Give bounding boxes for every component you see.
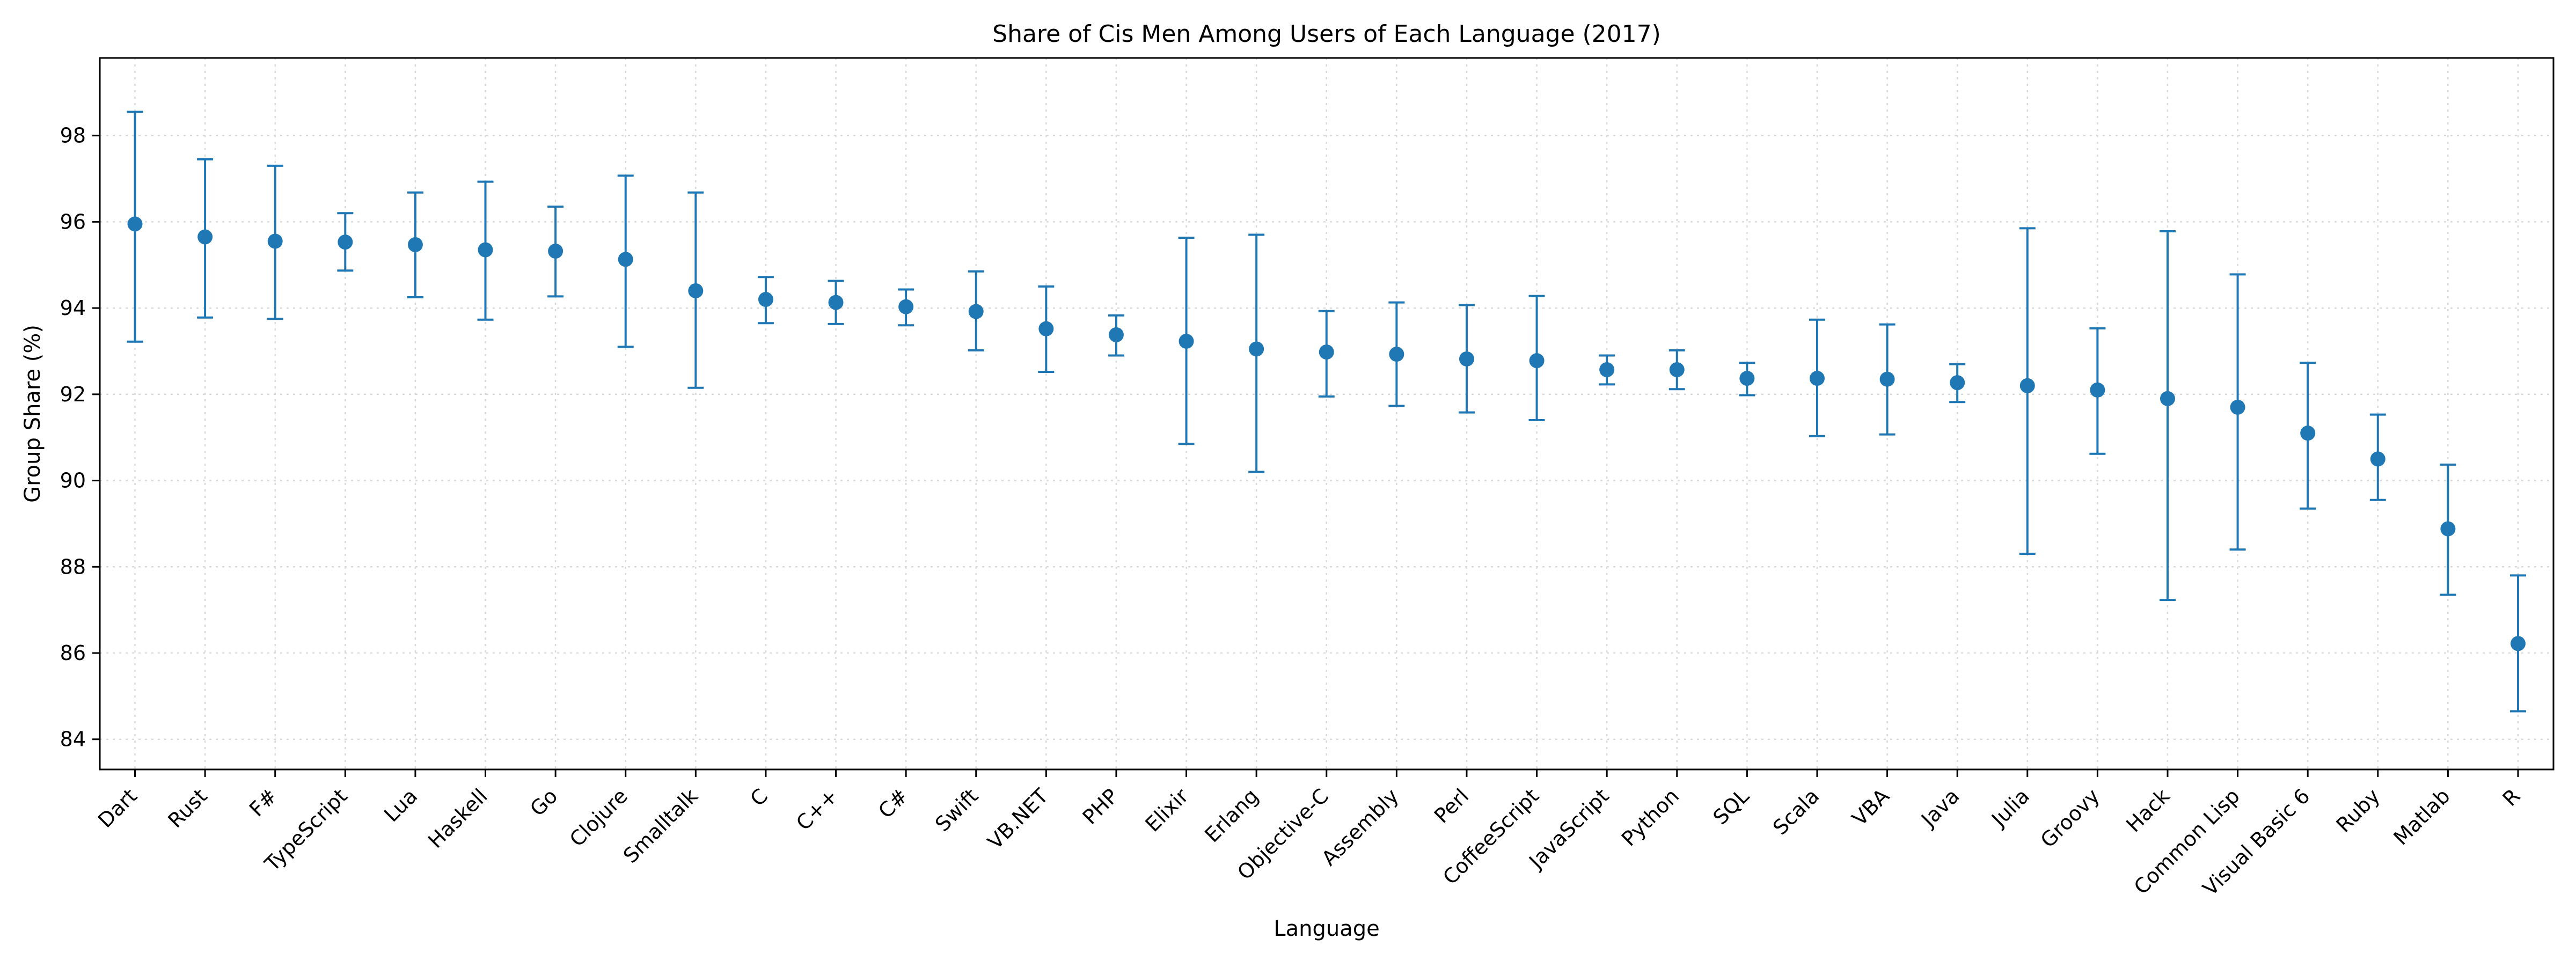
y-tick-label: 92: [60, 383, 86, 406]
data-point: [968, 304, 984, 319]
x-tick-label: Lua: [379, 784, 422, 826]
data-point: [338, 234, 353, 250]
x-tick-label: PHP: [1078, 784, 1123, 829]
data-point: [2511, 636, 2526, 651]
x-tick-label: Java: [1916, 784, 1964, 832]
chart-title: Share of Cis Men Among Users of Each Lan…: [992, 20, 1661, 48]
y-tick-label: 88: [60, 555, 86, 578]
errorbar-layer: [127, 111, 2526, 713]
data-point: [828, 295, 844, 310]
x-tick-label: Scala: [1768, 784, 1824, 839]
y-axis-ticks: 84 86 88 90 92 94 96 98: [60, 124, 100, 751]
data-point: [2090, 382, 2105, 398]
data-point: [1529, 353, 1545, 369]
y-tick-label: 86: [60, 641, 86, 665]
x-tick-label: Swift: [931, 784, 983, 836]
x-tick-label: Perl: [1430, 784, 1473, 827]
y-tick-label: 96: [60, 210, 86, 233]
x-tick-label: Smalltalk: [619, 784, 702, 868]
grid-layer: [100, 58, 2553, 769]
x-tick-label: VB.NET: [983, 784, 1053, 854]
data-point: [1249, 341, 1264, 357]
data-point: [758, 292, 773, 307]
data-point: [548, 244, 564, 259]
x-tick-label: Clojure: [565, 784, 632, 851]
data-point: [1179, 333, 1194, 349]
x-tick-label: Go: [525, 784, 562, 820]
data-point: [1809, 371, 1825, 386]
y-axis-label: Group Share (%): [20, 325, 45, 503]
data-point: [1038, 321, 1054, 336]
x-tick-label: Elixir: [1140, 784, 1193, 837]
data-point: [898, 299, 914, 314]
x-tick-label: Haskell: [423, 784, 492, 853]
data-point: [1879, 371, 1895, 387]
x-tick-label: C: [745, 784, 772, 811]
data-point: [1669, 362, 1685, 378]
x-tick-label: Python: [1617, 784, 1684, 850]
x-tick-label: Dart: [93, 784, 142, 832]
data-point: [688, 283, 704, 298]
y-tick-label: 90: [60, 469, 86, 493]
x-tick-label: Groovy: [2036, 784, 2104, 852]
x-tick-label: F#: [245, 784, 282, 821]
data-point: [127, 216, 143, 232]
x-tick-label: C++: [792, 784, 843, 835]
data-point: [1739, 371, 1755, 386]
y-tick-label: 84: [60, 728, 86, 751]
x-tick-label: VBA: [1848, 784, 1894, 830]
data-point: [267, 233, 283, 249]
x-tick-label: Matlab: [2389, 784, 2454, 849]
x-axis-label: Language: [1274, 916, 1379, 941]
x-tick-label: Julia: [1986, 784, 2034, 832]
data-point: [2370, 451, 2385, 467]
data-point: [1108, 327, 1124, 342]
data-point: [2440, 521, 2456, 537]
x-tick-label: Hack: [2121, 784, 2174, 837]
data-point: [407, 237, 423, 252]
data-point: [2019, 378, 2035, 393]
data-point: [618, 252, 633, 267]
data-point: [1459, 351, 1474, 366]
x-tick-label: Rust: [163, 784, 211, 832]
x-tick-label: Assembly: [1317, 784, 1403, 870]
x-tick-label: Ruby: [2332, 784, 2385, 837]
x-tick-label: SQL: [1708, 784, 1753, 829]
data-point: [478, 242, 493, 258]
data-point: [1389, 347, 1404, 362]
data-point: [2300, 426, 2316, 441]
data-point: [197, 229, 213, 245]
data-point: [1319, 344, 1334, 360]
data-point: [2230, 399, 2245, 415]
x-tick-label: C#: [874, 784, 912, 823]
y-tick-label: 98: [60, 124, 86, 148]
x-tick-label: R: [2498, 784, 2525, 811]
x-axis-ticks: Dart Rust F#TypeScript Lua Haskell Go ClojureS…: [93, 769, 2524, 900]
data-point: [1599, 362, 1615, 378]
data-point: [1950, 375, 1965, 391]
x-tick-label: Erlang: [1200, 784, 1263, 847]
data-point: [2160, 391, 2175, 406]
point-layer: [127, 216, 2526, 651]
y-tick-label: 94: [60, 296, 86, 320]
